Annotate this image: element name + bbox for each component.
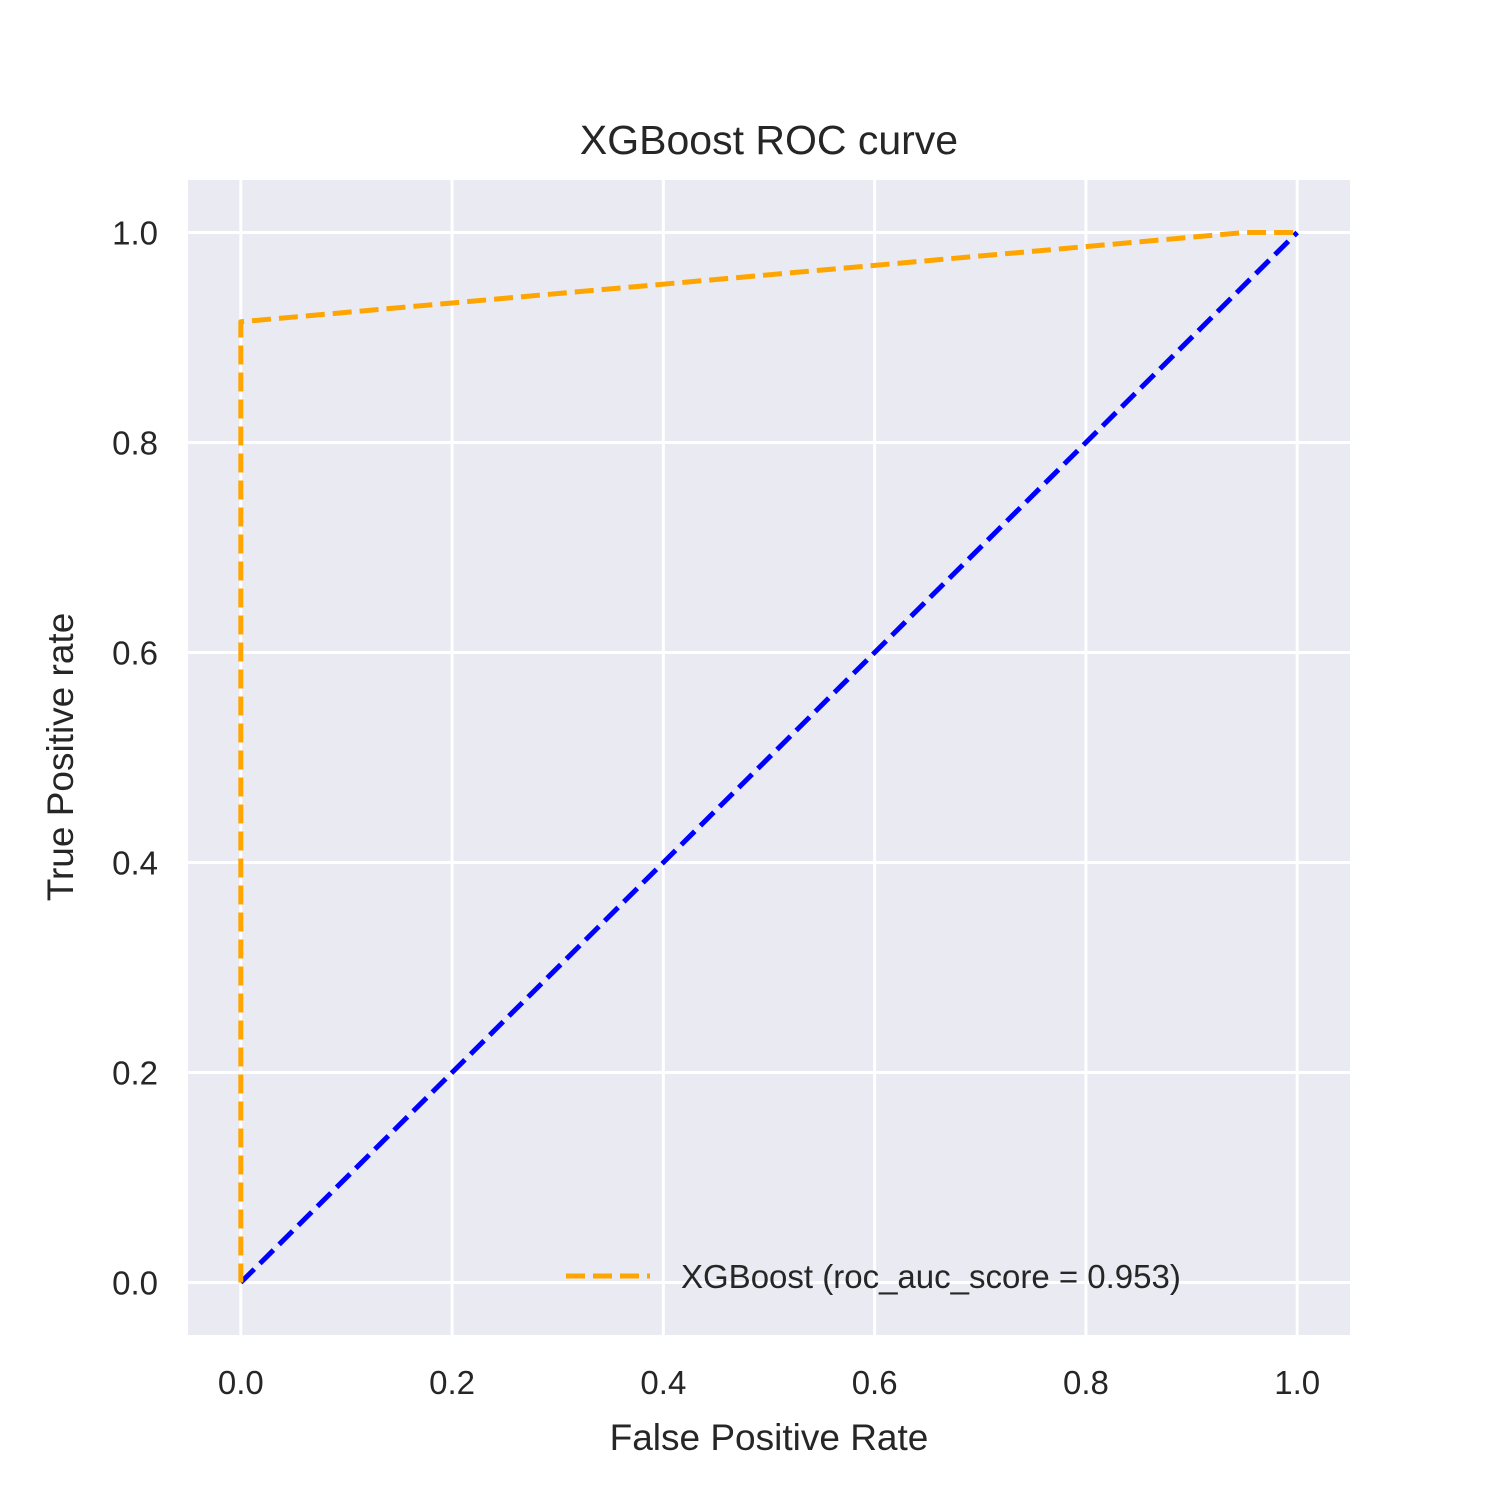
x-tick-label: 0.2 [429,1364,475,1401]
grid-lines [188,180,1350,1335]
y-tick-label: 0.4 [112,845,158,882]
legend-entry-label: XGBoost (roc_auc_score = 0.953) [681,1258,1181,1295]
y-axis-label: True Positive rate [40,613,81,902]
x-tick-label: 0.6 [852,1364,898,1401]
x-axis-label: False Positive Rate [610,1417,929,1458]
legend: XGBoost (roc_auc_score = 0.953) [566,1258,1181,1295]
y-tick-label: 0.0 [112,1265,158,1302]
roc-curve-line [238,230,1298,1283]
y-tick-label: 0.6 [112,635,158,672]
diagonal-reference-line [239,230,1299,1285]
x-tick-label: 0.8 [1063,1364,1109,1401]
chart-title: XGBoost ROC curve [580,117,958,163]
x-tick-label: 0.4 [640,1364,686,1401]
series-lines [238,230,1299,1285]
tick-labels: 0.0 0.2 0.4 0.6 0.8 1.0 0.0 0.2 0.4 0.6 0.8 1.0 [112,215,1320,1402]
y-tick-label: 0.2 [112,1055,158,1092]
y-tick-label: 0.8 [112,425,158,462]
x-tick-label: 1.0 [1274,1364,1320,1401]
y-tick-label: 1.0 [112,215,158,252]
x-tick-label: 0.0 [218,1364,264,1401]
